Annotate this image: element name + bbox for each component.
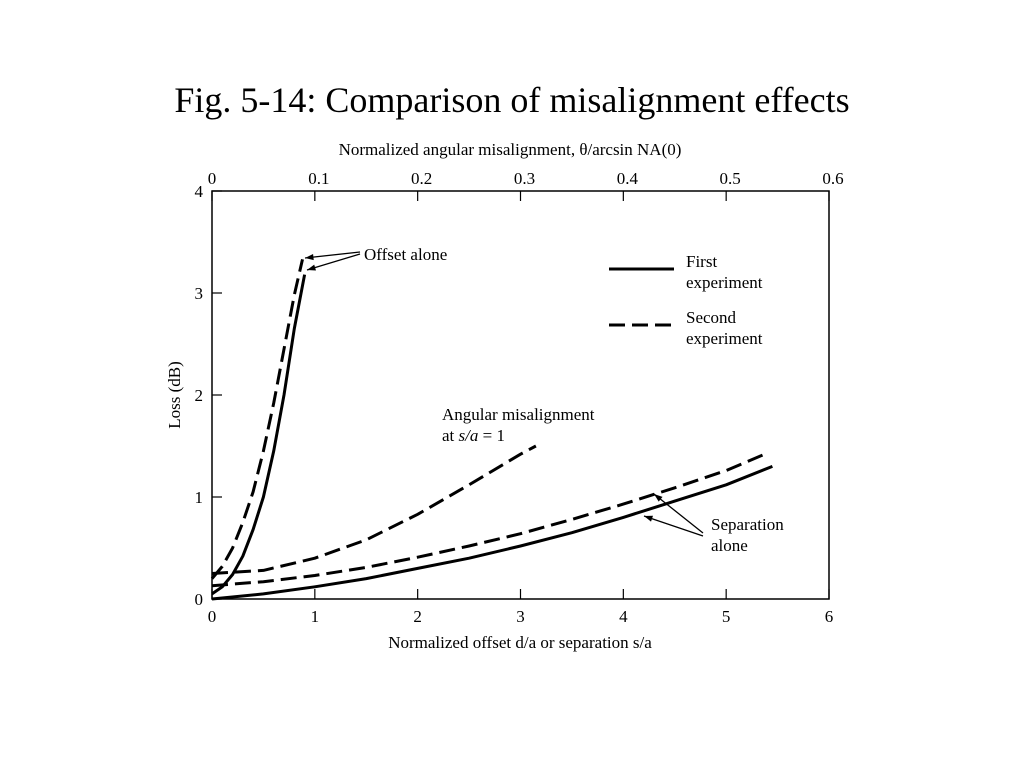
x-tick-label-bottom: 6	[825, 607, 834, 626]
x-tick-label-top: 0.1	[308, 169, 329, 188]
series-group	[210, 258, 773, 601]
arrow-offset-solid	[306, 253, 361, 271]
x-tick-label-top: 0.3	[514, 169, 535, 188]
arrow-separation-dashed	[653, 493, 704, 534]
x-tick-label-top: 0.5	[720, 169, 741, 188]
x-tick-label-top: 0.6	[822, 169, 843, 188]
x-tick-label-bottom: 2	[413, 607, 422, 626]
y-axis-title: Loss (dB)	[165, 361, 184, 429]
series-line-offset-dashed	[210, 258, 304, 580]
legend-label: First	[686, 252, 717, 271]
legend: First experiment Second experiment	[609, 252, 763, 348]
y-tick-label: 4	[195, 182, 204, 201]
x-tick-label-top: 0.4	[617, 169, 639, 188]
legend-label: experiment	[686, 273, 763, 292]
x-tick-label-bottom: 5	[722, 607, 731, 626]
x-axis-title-bottom: Normalized offset d/a or separation s/a	[388, 633, 652, 652]
italic-symbol: s/a	[459, 426, 479, 445]
annotation-line: alone	[711, 536, 748, 555]
annotation-separation: Separation alone	[711, 515, 784, 555]
y-tick-label: 2	[195, 386, 204, 405]
x-axis-title-top: Normalized angular misalignment, θ/arcsi…	[339, 140, 682, 159]
series-line-angular-dashed	[211, 444, 537, 575]
annotation-offset: Offset alone	[364, 245, 447, 264]
series-line-separation-dashed	[211, 451, 768, 588]
x-tick-label-bottom: 0	[208, 607, 217, 626]
x-tick-label-top: 0.2	[411, 169, 432, 188]
x-tick-label-bottom: 4	[619, 607, 628, 626]
legend-label: Second	[686, 308, 737, 327]
annotations: Offset alone Angular misalignment at s/a =…	[304, 245, 784, 555]
axis-ticks: 0 1 2 3 4 5 6 0 0.1 0.2 0.3 0.4 0.5 0.6 0 1 2 3 4	[195, 169, 844, 626]
annotation-line: Offset alone	[364, 245, 447, 264]
annotation-line: Angular misalignment	[442, 405, 595, 424]
y-tick-label: 0	[195, 590, 204, 609]
arrow-offset-dashed	[304, 251, 361, 259]
y-tick-label: 1	[195, 488, 204, 507]
arrow-separation-solid	[643, 515, 704, 537]
arrow-offset-dashed-head	[305, 254, 314, 261]
arrow-separation-dashed-head	[654, 494, 663, 502]
annotation-line: at s/a = 1	[442, 426, 505, 445]
x-tick-label-top: 0	[208, 169, 217, 188]
annotation-line: Separation	[711, 515, 784, 534]
series-line-offset-solid	[211, 274, 307, 596]
slide-title: Fig. 5-14: Comparison of misalignment ef…	[174, 80, 850, 120]
series-line-separation-solid	[211, 465, 773, 601]
legend-label: experiment	[686, 329, 763, 348]
annotation-angular: Angular misalignment at s/a = 1	[442, 405, 595, 445]
x-tick-label-bottom: 1	[311, 607, 320, 626]
arrow-offset-solid-head	[307, 264, 316, 271]
arrow-separation-solid-head	[644, 515, 653, 522]
x-tick-label-bottom: 3	[516, 607, 525, 626]
y-tick-label: 3	[195, 284, 204, 303]
